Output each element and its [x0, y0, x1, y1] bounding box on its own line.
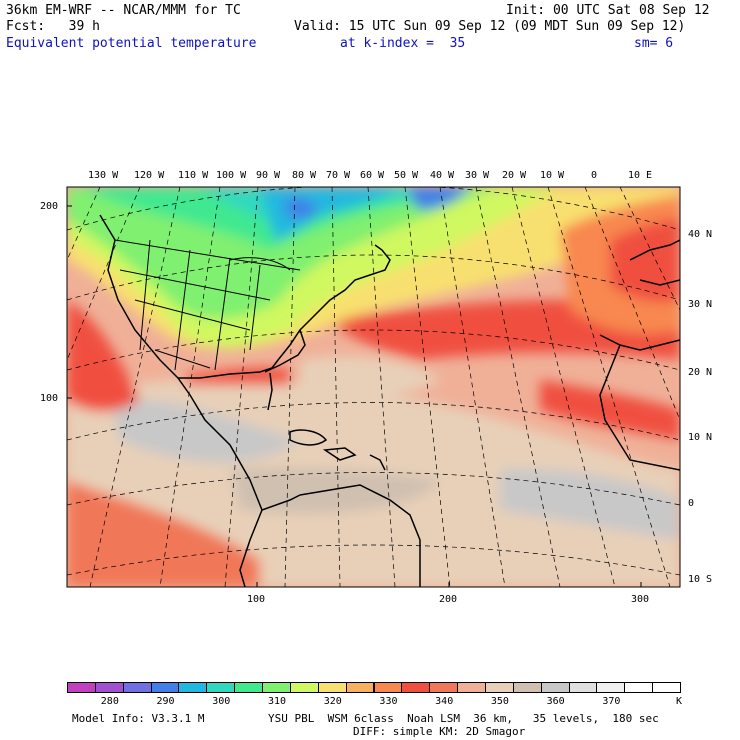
model-info: Model Info: V3.3.1 M [72, 712, 205, 725]
lat-label: 0 [688, 498, 695, 509]
physics-line-2: DIFF: simple KM: 2D Smagor [353, 725, 526, 738]
colorbar-swatch [234, 682, 264, 693]
colorbar-swatch [206, 682, 236, 693]
lon-label: 90 W [256, 170, 281, 181]
colorbar-swatch [289, 682, 319, 693]
colorbar-swatch [540, 682, 570, 693]
lon-label: 70 W [326, 170, 351, 181]
grid-y-label: 200 [40, 201, 59, 212]
colorbar-tick-label: 320 [323, 696, 342, 707]
colorbar-swatch [568, 682, 598, 693]
colorbar-tick-label: 360 [546, 696, 565, 707]
axis-ticks [67, 205, 642, 587]
grid-x-label: 300 [631, 594, 650, 605]
lon-label: 130 W [88, 170, 119, 181]
lon-label: 50 W [394, 170, 419, 181]
colorbar-swatch [652, 682, 681, 693]
colorbar-swatch [401, 682, 431, 693]
colorbar-tick-label: 290 [156, 696, 175, 707]
coastlines [99, 214, 680, 587]
init-time: Init: 00 UTC Sat 08 Sep 12 [506, 3, 710, 18]
colorbar-swatch [596, 682, 626, 693]
valid-time: Valid: 15 UTC Sun 09 Sep 12 (09 MDT Sun … [294, 19, 686, 34]
colorbar-swatch [67, 682, 96, 693]
colorbar-swatch [317, 682, 347, 693]
colorbar-tick-label: 310 [267, 696, 287, 707]
level-index: at k-index = 35 [340, 36, 466, 51]
map-frame [66, 186, 681, 588]
colorbar-swatch [624, 682, 654, 693]
theta-e-field [67, 187, 680, 587]
lon-label: 10 W [540, 170, 565, 181]
smoothing-value: sm= 6 [634, 36, 674, 51]
colorbar-swatch [429, 682, 459, 693]
political-boundaries [114, 239, 301, 371]
lon-label: 40 W [430, 170, 455, 181]
lon-label: 60 W [360, 170, 385, 181]
colorbar-tick-label: 300 [212, 696, 231, 707]
grid-x-label: 200 [439, 594, 458, 605]
colorbar-swatch [512, 682, 542, 693]
colorbar-swatch [457, 682, 486, 693]
forecast-hour: Fcst: 39 h [6, 19, 100, 34]
colorbar-tick-label: 330 [379, 696, 398, 707]
lat-label: 10 N [688, 432, 713, 443]
lon-label: 10 E [628, 170, 653, 181]
grid-y-label: 100 [40, 393, 59, 404]
lon-label: 110 W [178, 170, 209, 181]
colorbar-swatch [122, 682, 152, 693]
lon-label: 30 W [465, 170, 490, 181]
graticule [67, 187, 680, 587]
lat-label: 40 N [688, 229, 713, 240]
lon-label: 100 W [216, 170, 247, 181]
grid-x-label: 100 [247, 594, 266, 605]
colorbar-tick-label: 370 [602, 696, 621, 707]
lon-label: 0 [591, 170, 598, 181]
field-name: Equivalent potential temperature [6, 36, 257, 51]
lon-label: 120 W [134, 170, 165, 181]
lon-label: 20 W [502, 170, 527, 181]
colorbar-tick-label: 340 [435, 696, 454, 707]
lat-label: 10 S [688, 574, 713, 585]
colorbar-swatch [345, 682, 375, 693]
lon-label: 80 W [292, 170, 317, 181]
colorbar-swatch [262, 682, 291, 693]
model-title: 36km EM-WRF -- NCAR/MMM for TC [6, 3, 241, 18]
colorbar-tick-label: 350 [490, 696, 509, 707]
colorbar-swatch [373, 682, 403, 693]
colorbar-swatch [94, 682, 124, 693]
colorbar-unit: K [676, 696, 683, 707]
lat-label: 20 N [688, 367, 713, 378]
physics-line-1: YSU PBL WSM 6class Noah LSM 36 km, 35 le… [268, 712, 659, 725]
colorbar-tick-label: 280 [100, 696, 119, 707]
colorbar-swatch [150, 682, 180, 693]
lat-label: 30 N [688, 299, 713, 310]
colorbar-swatch [484, 682, 514, 693]
colorbar-swatch [178, 682, 208, 693]
